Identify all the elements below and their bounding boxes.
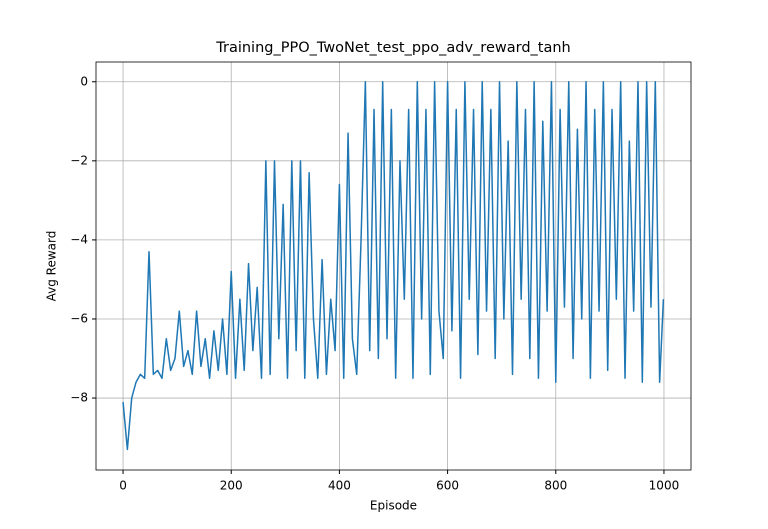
y-axis-label: Avg Reward <box>45 231 59 302</box>
y-tick-label: 0 <box>80 74 88 88</box>
line-series <box>122 81 665 451</box>
y-tick-label: −2 <box>70 153 88 167</box>
x-tick-label: 200 <box>220 479 243 493</box>
x-tick-label: 0 <box>119 479 127 493</box>
y-tick-label: −8 <box>70 391 88 405</box>
x-tick-label: 800 <box>544 479 567 493</box>
chart-title: Training_PPO_TwoNet_test_ppo_adv_reward_… <box>215 40 570 56</box>
y-tick-label: −4 <box>70 232 88 246</box>
x-tick-label: 400 <box>328 479 351 493</box>
plot-frame <box>95 61 692 471</box>
x-tick-label: 600 <box>436 479 459 493</box>
x-tick-label: 1000 <box>649 479 680 493</box>
x-axis-label: Episode <box>370 499 417 513</box>
y-tick-label: −6 <box>70 311 88 325</box>
